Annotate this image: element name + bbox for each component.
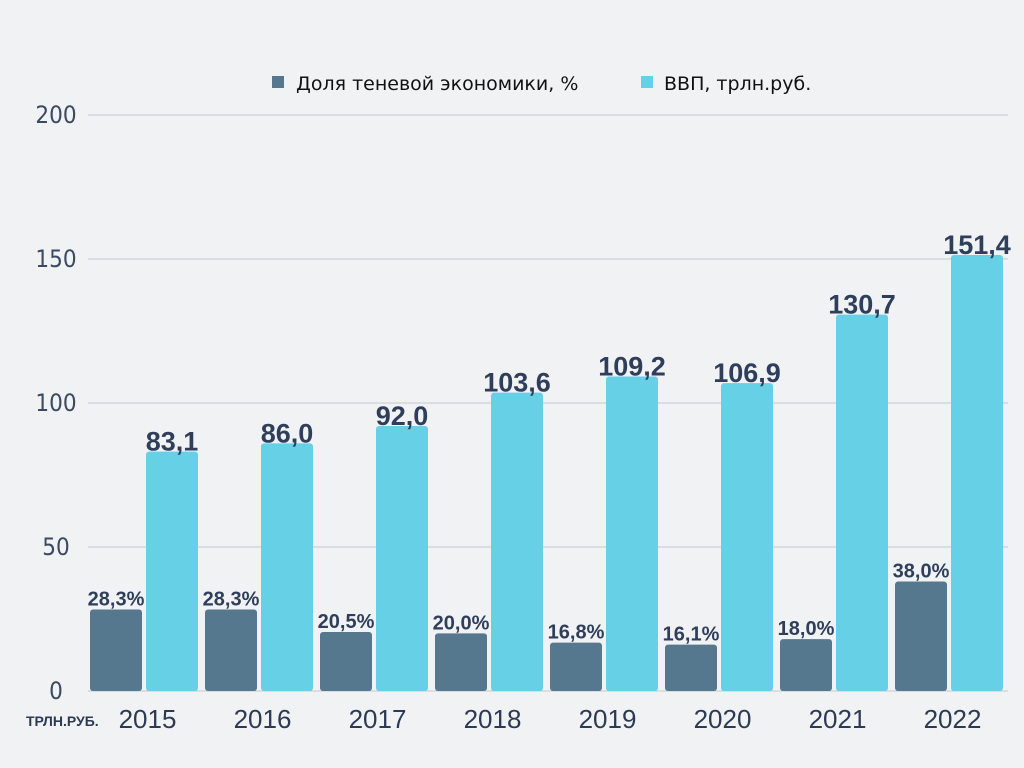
bar-gdp-2016 — [261, 443, 313, 691]
x-tick-label-2022: 2022 — [924, 704, 982, 734]
y-tick-label-200: 200 — [35, 101, 76, 129]
data-label-share-2020: 16,1% — [663, 624, 720, 646]
legend-label-gdp: ВВП, трлн.руб. — [664, 73, 811, 95]
bar-value-labels: 28,3% 83,1 28,3% 86,0 20,5% 92,0 20,0% 103,6 16,… — [88, 230, 1011, 646]
legend: Доля теневой экономики, % ВВП, трлн.руб. — [272, 73, 811, 95]
y-axis-unit-label: ТРЛН.РУБ. — [26, 713, 99, 729]
bar-shadow-share-2021 — [780, 639, 832, 691]
y-tick-label-100: 100 — [35, 389, 76, 417]
bar-shadow-share-2022 — [895, 581, 947, 691]
bars — [90, 254, 1003, 691]
bar-shadow-share-2015 — [90, 609, 142, 691]
legend-label-share: Доля теневой экономики, % — [296, 73, 578, 95]
y-tick-label-50: 50 — [42, 533, 69, 561]
data-label-share-2019: 16,8% — [548, 622, 605, 644]
bar-gdp-2020 — [721, 383, 773, 691]
data-label-gdp-2019: 109,2 — [598, 352, 666, 382]
bar-gdp-2015 — [146, 451, 198, 691]
data-label-share-2018: 20,0% — [433, 612, 490, 634]
data-label-gdp-2020: 106,9 — [713, 358, 781, 388]
x-tick-label-2021: 2021 — [809, 704, 867, 734]
x-tick-label-2019: 2019 — [579, 704, 637, 734]
data-label-gdp-2017: 92,0 — [376, 401, 429, 431]
data-label-share-2015: 28,3% — [88, 588, 145, 610]
data-label-share-2016: 28,3% — [203, 588, 260, 610]
x-tick-label-2018: 2018 — [464, 704, 522, 734]
bar-gdp-2019 — [606, 376, 658, 691]
legend-swatch-share — [272, 76, 284, 88]
data-label-gdp-2018: 103,6 — [483, 368, 551, 398]
bar-shadow-share-2016 — [205, 609, 257, 691]
data-label-share-2017: 20,5% — [318, 611, 375, 633]
bar-gdp-2021 — [836, 314, 888, 691]
data-label-share-2021: 18,0% — [778, 618, 835, 640]
data-label-share-2022: 38,0% — [893, 561, 950, 583]
y-tick-label-0: 0 — [49, 677, 63, 705]
x-tick-label-2020: 2020 — [694, 704, 752, 734]
x-axis-ticks: 2015 2016 2017 2018 2019 2020 2021 2022 — [119, 704, 982, 734]
y-axis-ticks: 0 50 100 150 200 — [35, 101, 76, 705]
bar-gdp-2018 — [491, 392, 543, 691]
x-tick-label-2016: 2016 — [234, 704, 292, 734]
data-label-gdp-2015: 83,1 — [146, 427, 199, 457]
data-label-gdp-2022: 151,4 — [943, 230, 1011, 260]
y-tick-label-150: 150 — [35, 245, 76, 273]
data-label-gdp-2016: 86,0 — [261, 418, 314, 448]
data-label-gdp-2021: 130,7 — [828, 290, 896, 320]
bar-shadow-share-2018 — [435, 633, 487, 691]
bar-shadow-share-2019 — [550, 642, 602, 691]
bar-shadow-share-2017 — [320, 631, 372, 691]
bar-shadow-share-2020 — [665, 644, 717, 691]
x-tick-label-2017: 2017 — [349, 704, 407, 734]
x-tick-label-2015: 2015 — [119, 704, 177, 734]
bar-gdp-2022 — [951, 254, 1003, 691]
bar-gdp-2017 — [376, 426, 428, 691]
legend-swatch-gdp — [641, 76, 653, 88]
